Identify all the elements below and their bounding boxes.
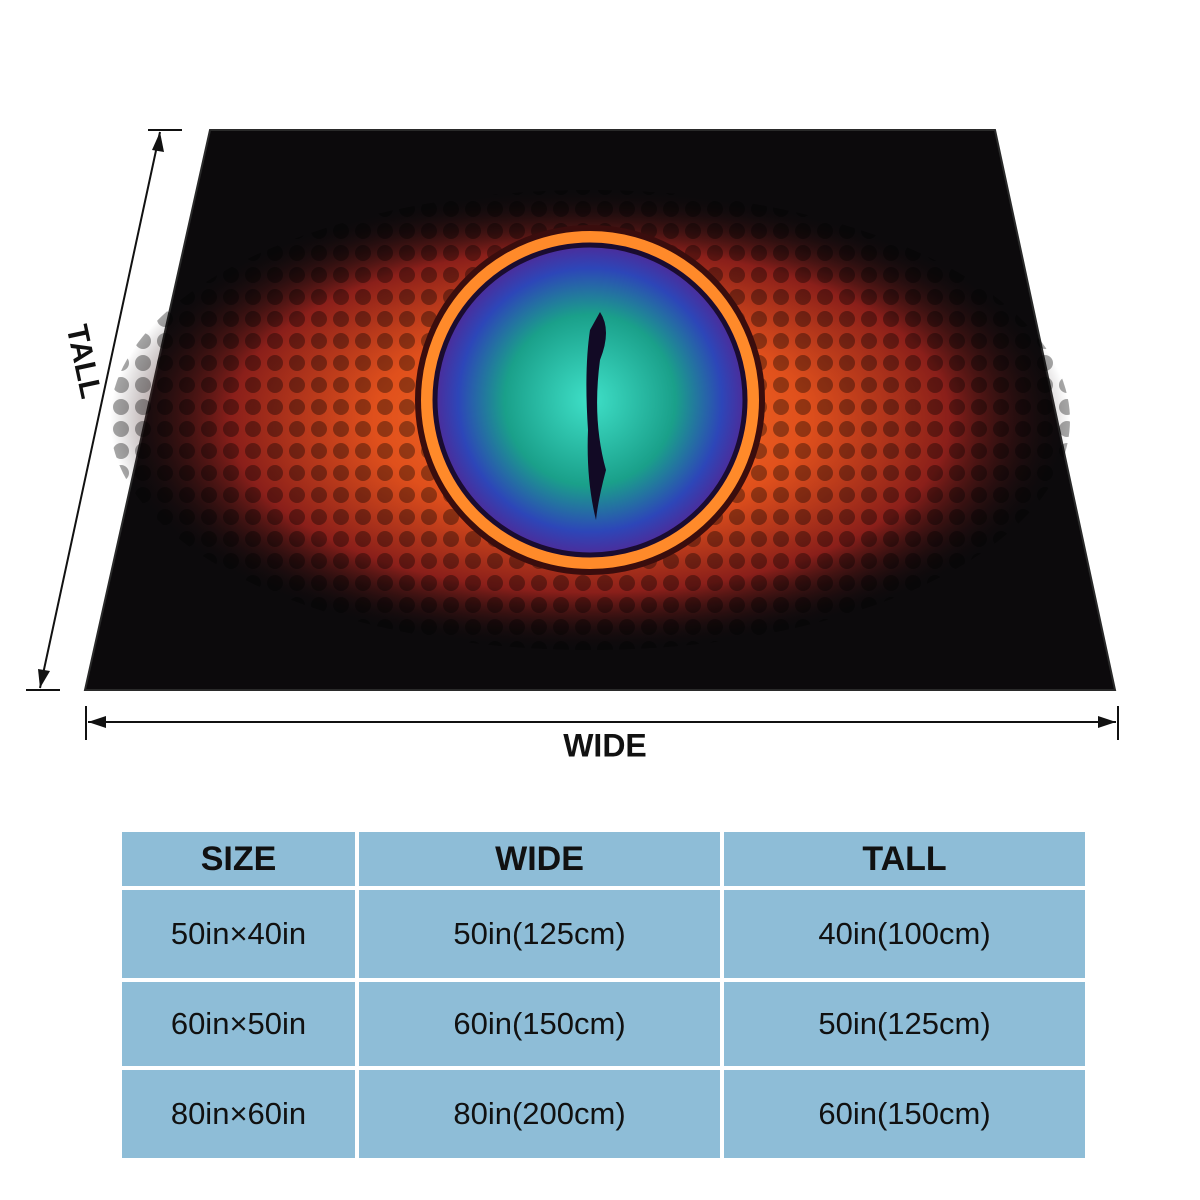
blanket-illustration: TALL WIDE bbox=[26, 129, 1119, 763]
table-cell: 80in×60in bbox=[122, 1070, 355, 1158]
table-cell: 60in(150cm) bbox=[724, 1070, 1085, 1158]
table-cell: 40in(100cm) bbox=[724, 890, 1085, 978]
tall-arrow bbox=[39, 131, 161, 689]
table-cell: 50in(125cm) bbox=[359, 890, 720, 978]
tall-label: TALL bbox=[60, 322, 108, 402]
table-cell: 80in(200cm) bbox=[359, 1070, 720, 1158]
table-cell: 50in×40in bbox=[122, 890, 355, 978]
arrowhead bbox=[88, 716, 106, 728]
header-cell: WIDE bbox=[359, 832, 720, 886]
arrowhead bbox=[1098, 716, 1116, 728]
table-cell: 60in×50in bbox=[122, 982, 355, 1066]
table-cell: 60in(150cm) bbox=[359, 982, 720, 1066]
table-cell: 50in(125cm) bbox=[724, 982, 1085, 1066]
wide-label: WIDE bbox=[563, 727, 647, 763]
header-cell: SIZE bbox=[122, 832, 355, 886]
header-cell: TALL bbox=[724, 832, 1085, 886]
pupil bbox=[586, 312, 606, 520]
arrowhead bbox=[152, 132, 164, 152]
arrowhead bbox=[38, 669, 50, 688]
